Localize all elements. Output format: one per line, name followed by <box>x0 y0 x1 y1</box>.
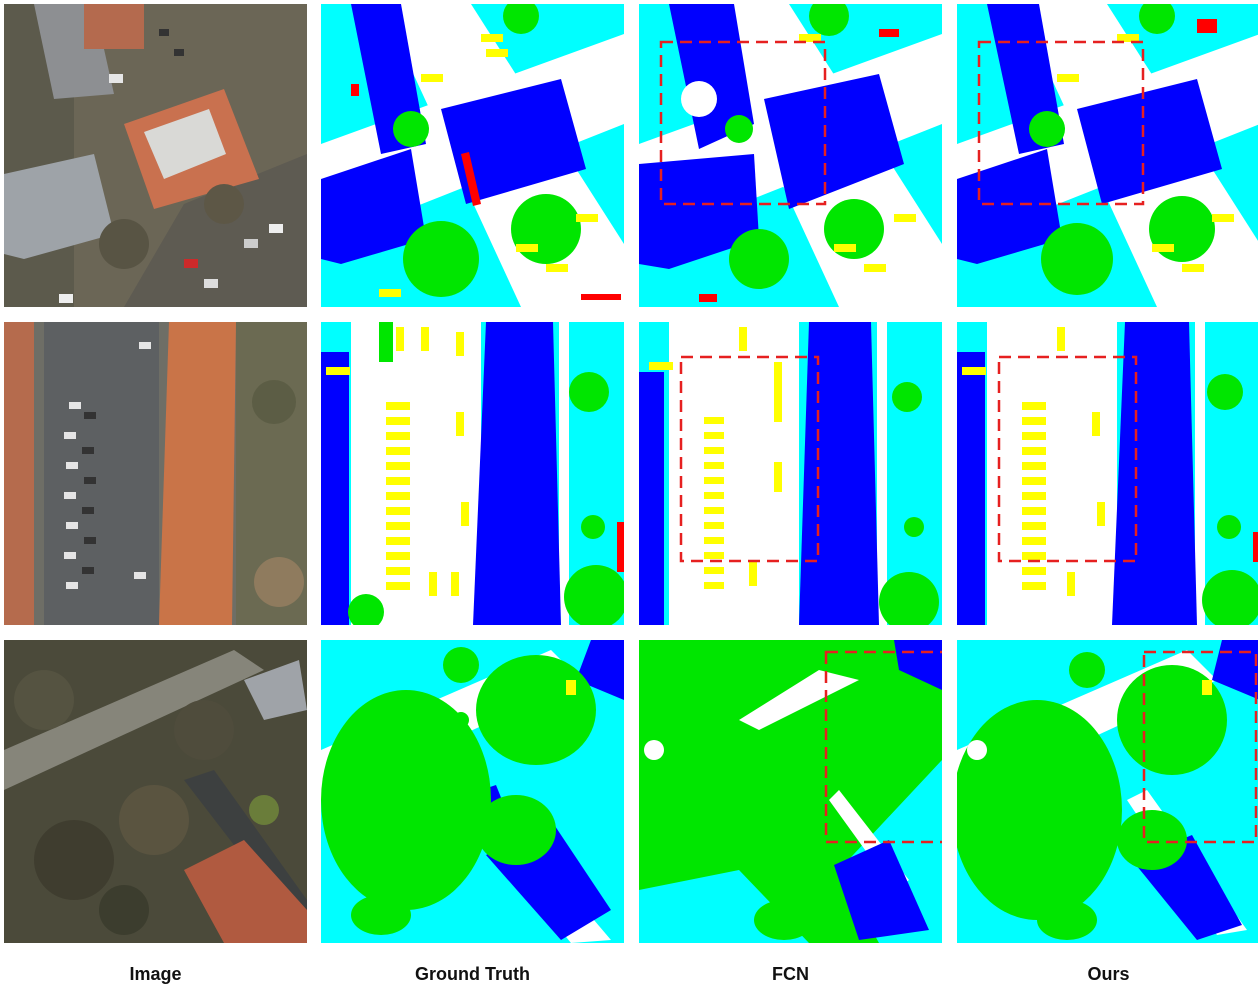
caption-image: Image <box>129 964 182 984</box>
row2-aerial-image <box>4 322 307 625</box>
row3-ours-prediction <box>957 640 1258 943</box>
row3-ground-truth-map <box>321 640 624 943</box>
row1-ground-truth-map <box>321 4 624 307</box>
caption-ours: Ours <box>1087 964 1130 984</box>
caption-ground-truth: Ground Truth <box>415 964 530 984</box>
row2-ground-truth-map <box>321 322 624 625</box>
row1-fcn-prediction <box>639 4 942 307</box>
caption-fcn: FCN <box>772 964 809 984</box>
row1-ours-prediction <box>957 4 1258 307</box>
row3-aerial-image <box>4 640 307 943</box>
row2-ours-prediction <box>957 322 1258 625</box>
row1-aerial-image <box>4 4 307 307</box>
row3-fcn-prediction <box>639 640 942 943</box>
row2-fcn-prediction <box>639 322 942 625</box>
